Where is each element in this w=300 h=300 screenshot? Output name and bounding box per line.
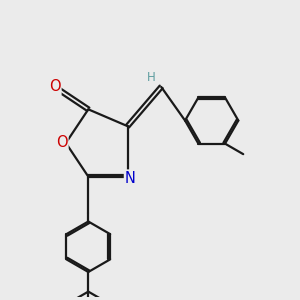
Text: O: O <box>49 80 61 94</box>
Text: H: H <box>147 70 156 84</box>
Text: N: N <box>125 170 136 185</box>
Text: O: O <box>56 136 68 151</box>
